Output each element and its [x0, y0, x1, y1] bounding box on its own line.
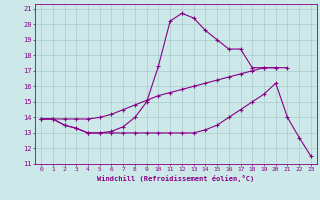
X-axis label: Windchill (Refroidissement éolien,°C): Windchill (Refroidissement éolien,°C) — [97, 175, 255, 182]
